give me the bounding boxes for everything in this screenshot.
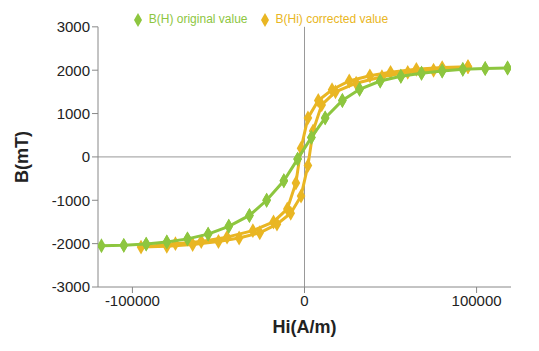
svg-text:B(mT): B(mT): [12, 131, 32, 183]
svg-text:-100000: -100000: [105, 292, 160, 309]
svg-text:0: 0: [82, 148, 90, 165]
svg-text:1000: 1000: [57, 105, 90, 122]
svg-text:-3000: -3000: [52, 278, 90, 295]
svg-text:2000: 2000: [57, 62, 90, 79]
html-text:B(Hi) corrected value: B(Hi) corrected value: [275, 12, 389, 26]
svg-text:Hi(A/m): Hi(A/m): [273, 317, 337, 337]
svg-text:100000: 100000: [452, 292, 502, 309]
html-text:B(H) original value: B(H) original value: [148, 12, 248, 26]
svg-text:3000: 3000: [57, 18, 90, 35]
svg-text:-1000: -1000: [52, 192, 90, 209]
svg-text:0: 0: [300, 292, 308, 309]
svg-text:-2000: -2000: [52, 235, 90, 252]
